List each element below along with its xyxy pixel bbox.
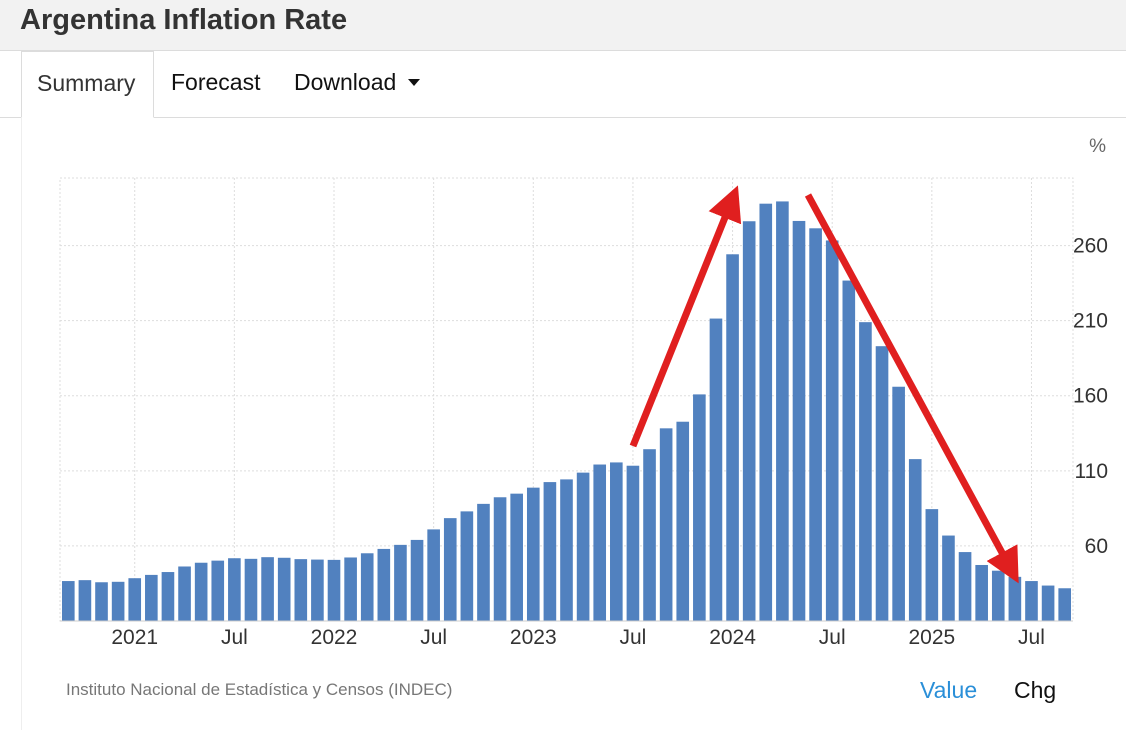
bar-oct-2023[interactable] xyxy=(676,421,690,621)
bar-apr-2025[interactable] xyxy=(975,564,988,621)
bar-jun-2022[interactable] xyxy=(410,539,424,621)
tab-bar: Summary Forecast Download xyxy=(0,51,1126,118)
bar-jan-2024[interactable] xyxy=(726,254,739,621)
bar-jul-2024[interactable] xyxy=(825,240,839,621)
bar-mar-2022[interactable] xyxy=(360,553,374,621)
bar-dec-2021[interactable] xyxy=(311,559,324,621)
up-trend-arrow xyxy=(629,185,742,448)
bar-nov-2021[interactable] xyxy=(294,559,308,621)
bar-may-2022[interactable] xyxy=(394,544,407,621)
tabs-divider xyxy=(0,117,1126,118)
bar-dec-2020[interactable] xyxy=(111,581,125,621)
y-unit-label: % xyxy=(1089,136,1106,157)
bar-jul-2023[interactable] xyxy=(626,465,640,621)
x-tick-label: Jul xyxy=(1018,626,1045,649)
bar-oct-2024[interactable] xyxy=(875,346,889,621)
bar-dec-2022[interactable] xyxy=(510,493,523,621)
x-tick-label: 2023 xyxy=(510,626,557,649)
bar-jul-2021[interactable] xyxy=(228,558,241,621)
tab-summary[interactable]: Summary xyxy=(21,51,154,118)
bar-feb-2021[interactable] xyxy=(145,574,158,621)
bar-jan-2022[interactable] xyxy=(327,559,341,621)
bar-jul-2022[interactable] xyxy=(427,529,440,621)
bar-jun-2024[interactable] xyxy=(809,228,822,622)
x-tick-label: Jul xyxy=(619,626,646,649)
bar-oct-2022[interactable] xyxy=(477,503,490,621)
x-tick-label: 2024 xyxy=(709,626,756,649)
y-tick-label: 260 xyxy=(1073,235,1108,258)
title-bar: Argentina Inflation Rate xyxy=(0,0,1126,51)
bar-jan-2023[interactable] xyxy=(526,487,540,621)
bar-may-2025[interactable] xyxy=(991,570,1005,621)
chart-panel xyxy=(21,118,1126,730)
bar-feb-2022[interactable] xyxy=(344,557,357,621)
x-tick-label: Jul xyxy=(420,626,447,649)
bar-may-2023[interactable] xyxy=(593,464,607,621)
tab-download[interactable]: Download xyxy=(294,69,421,96)
bar-may-2021[interactable] xyxy=(194,562,208,621)
tab-forecast-label: Forecast xyxy=(171,69,261,95)
bar-sep-2022[interactable] xyxy=(460,511,474,621)
caret-down-icon xyxy=(408,79,421,86)
bar-sep-2023[interactable] xyxy=(659,428,673,621)
bar-mar-2023[interactable] xyxy=(560,479,573,621)
bar-mar-2021[interactable] xyxy=(161,572,175,621)
bar-sep-2021[interactable] xyxy=(261,557,274,621)
bar-apr-2024[interactable] xyxy=(776,201,789,621)
bar-feb-2025[interactable] xyxy=(942,535,955,621)
bar-apr-2023[interactable] xyxy=(576,472,590,621)
bar-aug-2022[interactable] xyxy=(443,518,457,621)
bar-oct-2021[interactable] xyxy=(277,557,291,621)
bar-mar-2025[interactable] xyxy=(958,552,972,621)
tab-forecast[interactable]: Forecast xyxy=(171,69,260,96)
bar-aug-2025[interactable] xyxy=(1041,585,1055,621)
y-tick-label: 110 xyxy=(1075,460,1108,483)
bar-feb-2024[interactable] xyxy=(742,221,756,621)
bar-aug-2023[interactable] xyxy=(643,449,656,621)
y-tick-label: 210 xyxy=(1073,310,1108,333)
bar-apr-2021[interactable] xyxy=(178,566,191,621)
bar-mar-2024[interactable] xyxy=(759,203,773,621)
tab-summary-label: Summary xyxy=(37,70,136,96)
bar-jun-2021[interactable] xyxy=(211,560,225,621)
x-tick-label: Jul xyxy=(819,626,846,649)
value-toggle[interactable]: Value xyxy=(920,677,978,703)
bar-aug-2024[interactable] xyxy=(842,280,856,621)
source-label: Instituto Nacional de Estadística y Cens… xyxy=(66,680,453,699)
bar-nov-2022[interactable] xyxy=(493,497,507,621)
bar-jun-2023[interactable] xyxy=(610,462,623,621)
bar-sep-2020[interactable] xyxy=(61,581,75,621)
x-tick-label: Jul xyxy=(221,626,248,649)
y-tick-label: 160 xyxy=(1073,385,1108,408)
bar-sep-2024[interactable] xyxy=(859,322,872,621)
bar-aug-2021[interactable] xyxy=(244,558,258,621)
bar-jun-2025[interactable] xyxy=(1008,576,1022,621)
x-tick-label: 2021 xyxy=(111,626,158,649)
bar-dec-2024[interactable] xyxy=(908,459,922,621)
bar-sep-2025[interactable] xyxy=(1058,588,1072,621)
bar-nov-2020[interactable] xyxy=(95,582,108,621)
page-title: Argentina Inflation Rate xyxy=(20,4,348,36)
x-tick-label: 2022 xyxy=(311,626,358,649)
bar-nov-2023[interactable] xyxy=(693,394,706,621)
bar-feb-2023[interactable] xyxy=(543,482,557,621)
down-trend-arrow xyxy=(804,193,1019,584)
chg-toggle[interactable]: Chg xyxy=(1014,677,1057,703)
bar-apr-2022[interactable] xyxy=(377,548,391,621)
bar-nov-2024[interactable] xyxy=(892,386,905,621)
x-tick-label: 2025 xyxy=(908,626,955,649)
bar-jan-2025[interactable] xyxy=(925,509,939,621)
y-tick-label: 60 xyxy=(1085,535,1108,558)
bar-may-2024[interactable] xyxy=(792,220,806,621)
bar-jul-2025[interactable] xyxy=(1025,581,1038,621)
bar-dec-2023[interactable] xyxy=(709,318,723,621)
bar-oct-2020[interactable] xyxy=(78,580,92,621)
bar-jan-2021[interactable] xyxy=(128,578,142,621)
tab-download-label: Download xyxy=(294,69,397,95)
